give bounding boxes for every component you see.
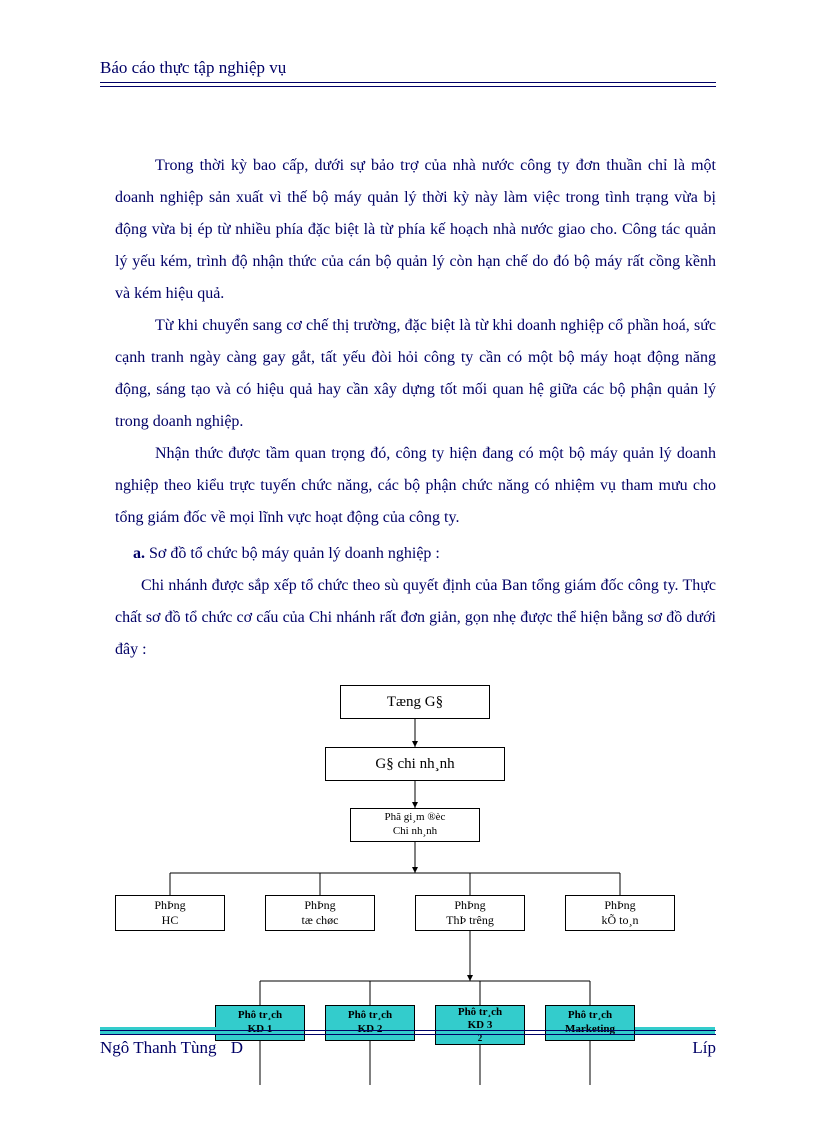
org-node-label: Phô tr¸ch <box>458 1006 502 1020</box>
org-node-marketing: Phô tr¸ch Marketing <box>545 1005 635 1041</box>
org-node-label: Phã gi¸m ®èc <box>385 811 446 825</box>
header-rule-bottom <box>100 86 716 87</box>
org-node-tong-gd: Tæng G§ <box>340 685 490 719</box>
org-node-label: PhÞng <box>304 898 335 913</box>
footer-class: Líp <box>692 1038 716 1058</box>
section-a-heading: a. Sơ đồ tổ chức bộ máy quản lý doanh ng… <box>133 538 716 570</box>
section-a-label: a. <box>133 545 145 562</box>
org-node-phong-hc: PhÞng HC <box>115 895 225 931</box>
org-node-label: Phô tr¸ch <box>568 1009 612 1023</box>
org-node-gd-chi-nhanh: G§ chi nh¸nh <box>325 747 505 781</box>
org-node-label: PhÞng <box>154 898 185 913</box>
paragraph-1: Trong thời kỳ bao cấp, dưới sự bảo trợ c… <box>115 150 716 310</box>
org-node-phong-thi-truong: PhÞng ThÞ trêng <box>415 895 525 931</box>
org-node-label: Phô tr¸ch <box>238 1009 282 1023</box>
org-node-label: KD 3 <box>468 1019 493 1033</box>
page-header: Báo cáo thực tập nghiệp vụ <box>100 58 716 80</box>
org-node-label: G§ chi nh¸nh <box>375 755 454 774</box>
page-footer: Ngô Thanh Tùng D Líp <box>100 1038 716 1058</box>
org-node-label: PhÞng <box>454 898 485 913</box>
paragraph-2: Từ khi chuyển sang cơ chế thị trường, đặ… <box>115 310 716 438</box>
org-node-kd2: Phô tr¸ch KD 2 <box>325 1005 415 1041</box>
org-node-phong-to-chuc: PhÞng tæ chøc <box>265 895 375 931</box>
org-node-label: Tæng G§ <box>387 693 443 712</box>
footer-author: Ngô Thanh Tùng D <box>100 1038 243 1058</box>
org-node-label: tæ chøc <box>302 913 339 928</box>
footer-rule-bottom <box>100 1034 716 1035</box>
org-node-pho-gd: Phã gi¸m ®èc Chi nh¸nh <box>350 808 480 842</box>
header-rule-top <box>100 82 716 83</box>
org-node-label: Phô tr¸ch <box>348 1009 392 1023</box>
org-node-label: Chi nh¸nh <box>393 825 437 839</box>
paragraph-3: Nhận thức được tầm quan trọng đó, công t… <box>115 438 716 534</box>
document-body: Trong thời kỳ bao cấp, dưới sự bảo trợ c… <box>115 150 716 666</box>
footer-rule-top <box>100 1030 716 1031</box>
section-a-text: Sơ đồ tổ chức bộ máy quản lý doanh nghiệ… <box>149 545 440 562</box>
paragraph-5: Chi nhánh được sắp xếp tổ chức theo sù q… <box>115 570 716 666</box>
org-node-phong-ke-toan: PhÞng kÕ to¸n <box>565 895 675 931</box>
org-node-kd1: Phô tr¸ch KD 1 <box>215 1005 305 1041</box>
org-node-label: kÕ to¸n <box>602 913 639 928</box>
org-node-label: PhÞng <box>604 898 635 913</box>
org-node-label: HC <box>162 913 179 928</box>
org-node-label: ThÞ trêng <box>446 913 494 928</box>
header-title: Báo cáo thực tập nghiệp vụ <box>100 58 286 77</box>
